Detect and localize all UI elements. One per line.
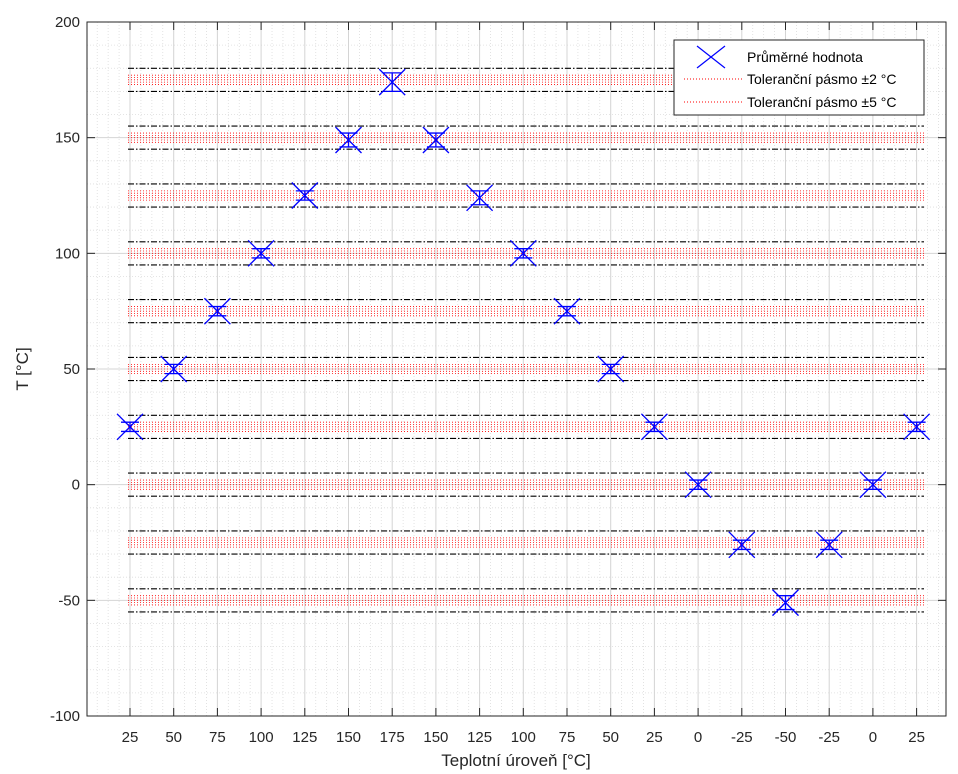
data-marker	[422, 126, 450, 154]
data-marker	[597, 355, 625, 383]
x-tick-label: 150	[423, 729, 448, 746]
x-tick-label: 100	[511, 729, 536, 746]
legend: Průměrné hodnota Toleranční pásmo ±2 °C …	[673, 39, 925, 116]
x-tick-label: 25	[646, 729, 663, 746]
data-marker	[903, 413, 931, 441]
data-marker	[859, 471, 887, 499]
y-tick-label: -100	[50, 708, 80, 725]
y-tick-label: 150	[55, 130, 80, 147]
x-tick-label: 0	[869, 729, 877, 746]
x-tick-label: 25	[122, 729, 139, 746]
data-marker	[640, 413, 668, 441]
x-tick-label: 50	[165, 729, 182, 746]
x-tick-label: 25	[908, 729, 925, 746]
data-marker	[684, 471, 712, 499]
y-tick-label: -50	[58, 592, 80, 609]
legend-box	[673, 39, 925, 116]
data-marker	[247, 239, 275, 267]
y-tick-label: 0	[72, 477, 80, 494]
data-markers	[116, 68, 931, 617]
x-tick-label: -25	[818, 729, 840, 746]
data-marker	[335, 126, 362, 154]
x-tick-labels: 25 50 75 100 125 150 175 150 125 100 75 50 25 0 -25 -50…	[122, 729, 925, 746]
axis-ticks	[87, 21, 946, 717]
x-tick-label: 75	[209, 729, 226, 746]
y-tick-labels: -100 -50 0 50 100 150 200	[50, 14, 80, 725]
y-axis-title: T [°C]	[13, 347, 32, 390]
tolerance-bands	[128, 67, 924, 613]
data-marker	[509, 239, 537, 267]
x-tick-label: 175	[380, 729, 405, 746]
data-marker	[160, 355, 188, 383]
x-tick-label: -50	[775, 729, 797, 746]
legend-label-mean: Průměrné hodnota	[747, 49, 863, 65]
x-axis-title: Teplotní úroveň [°C]	[441, 751, 591, 770]
data-marker	[466, 184, 494, 212]
data-marker	[378, 68, 406, 96]
legend-x-marker-icon	[696, 45, 726, 69]
x-tick-label: 50	[602, 729, 619, 746]
x-tick-label: -25	[731, 729, 753, 746]
data-marker	[553, 297, 581, 325]
data-marker	[772, 589, 799, 617]
data-marker	[203, 297, 231, 325]
x-tick-label: 0	[694, 729, 702, 746]
legend-label-tol5: Toleranční pásmo ±5 °C	[747, 94, 896, 110]
data-marker	[116, 413, 144, 441]
legend-entry-tol5: Toleranční pásmo ±5 °C	[684, 94, 896, 110]
x-tick-label: 75	[559, 729, 576, 746]
y-tick-label: 200	[55, 14, 80, 31]
x-tick-label: 150	[336, 729, 361, 746]
y-tick-label: 50	[63, 361, 80, 378]
data-marker	[291, 182, 319, 209]
x-tick-label: 100	[249, 729, 274, 746]
y-tick-label: 100	[55, 245, 80, 262]
legend-entry-tol2: Toleranční pásmo ±2 °C	[684, 71, 896, 87]
data-marker	[815, 531, 843, 559]
plot-area	[86, 21, 947, 717]
x-tick-label: 125	[292, 729, 317, 746]
legend-entry-mean: Průměrné hodnota	[696, 45, 863, 69]
legend-label-tol2: Toleranční pásmo ±2 °C	[747, 71, 896, 87]
data-marker	[728, 531, 756, 559]
x-tick-label: 125	[467, 729, 492, 746]
